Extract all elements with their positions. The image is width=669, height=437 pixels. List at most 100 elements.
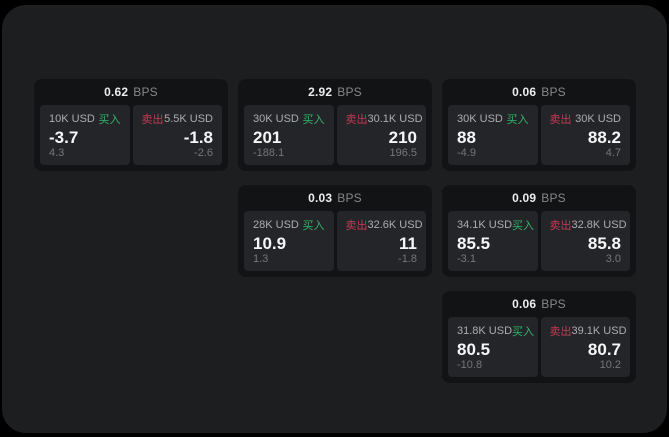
buy-quote-tile[interactable]: 31.8K USD 买入 80.5 -10.8 <box>448 317 538 377</box>
buy-tile-header: 30K USD 买入 <box>253 111 325 127</box>
buy-tile-header: 10K USD 买入 <box>49 111 121 127</box>
bps-value: 0.06 <box>512 85 537 99</box>
buy-size-label: 30K USD <box>457 113 503 125</box>
sell-delta-value: -2.6 <box>194 147 213 159</box>
card-header: 0.03 BPS <box>238 185 432 211</box>
sell-size-label: 30K USD <box>575 113 621 125</box>
sell-quote-tile[interactable]: 卖出 5.5K USD -1.8 -2.6 <box>132 105 222 165</box>
card-body: 34.1K USD 买入 85.5 -3.1 卖出 32.8K USD 85.8… <box>442 211 636 277</box>
sell-side-tag: 卖出 <box>549 326 572 338</box>
bps-value: 2.92 <box>308 85 333 99</box>
buy-side-tag: 买入 <box>512 326 535 338</box>
sell-price-value: -1.8 <box>183 128 213 147</box>
sell-size-label: 30.1K USD <box>367 113 423 125</box>
bps-unit-label: BPS <box>541 191 566 205</box>
buy-delta-value: -10.8 <box>457 359 483 371</box>
buy-delta-value: 4.3 <box>49 147 65 159</box>
bps-value: 0.09 <box>512 191 537 205</box>
sell-size-label: 39.1K USD <box>571 325 627 337</box>
sell-quote-tile[interactable]: 卖出 32.8K USD 85.8 3.0 <box>540 211 630 271</box>
sell-size-label: 32.8K USD <box>571 219 627 231</box>
sell-size-label: 5.5K USD <box>164 113 213 125</box>
sell-side-tag: 卖出 <box>549 114 572 126</box>
buy-quote-tile[interactable]: 28K USD 买入 10.9 1.3 <box>244 211 334 271</box>
bps-value: 0.62 <box>104 85 129 99</box>
sell-quote-tile[interactable]: 卖出 30K USD 88.2 4.7 <box>540 105 630 165</box>
buy-price-value: 201 <box>253 128 282 147</box>
buy-price-value: -3.7 <box>49 128 79 147</box>
bps-unit-label: BPS <box>541 85 566 99</box>
spread-card: 0.06 BPS 31.8K USD 买入 80.5 -10.8 卖出 39.1… <box>442 291 636 383</box>
buy-quote-tile[interactable]: 30K USD 买入 201 -188.1 <box>244 105 334 165</box>
sell-tile-header: 卖出 32.8K USD <box>549 217 627 233</box>
card-header: 0.06 BPS <box>442 291 636 317</box>
sell-price-value: 88.2 <box>587 128 621 147</box>
buy-delta-value: -4.9 <box>457 147 476 159</box>
buy-delta-value: 1.3 <box>253 253 269 265</box>
card-header: 2.92 BPS <box>238 79 432 105</box>
sell-price-value: 210 <box>388 128 417 147</box>
spread-card: 0.03 BPS 28K USD 买入 10.9 1.3 卖出 32.6K US… <box>238 185 432 277</box>
sell-quote-tile[interactable]: 卖出 30.1K USD 210 196.5 <box>336 105 426 165</box>
card-header: 0.06 BPS <box>442 79 636 105</box>
sell-side-tag: 卖出 <box>345 220 368 232</box>
sell-price-value: 85.8 <box>587 234 621 253</box>
buy-tile-header: 34.1K USD 买入 <box>457 217 534 233</box>
buy-side-tag: 买入 <box>506 114 529 126</box>
sell-delta-value: 3.0 <box>605 253 621 265</box>
buy-quote-tile[interactable]: 10K USD 买入 -3.7 4.3 <box>40 105 130 165</box>
sell-tile-header: 卖出 39.1K USD <box>549 323 627 339</box>
bps-unit-label: BPS <box>337 85 362 99</box>
card-body: 30K USD 买入 88 -4.9 卖出 30K USD 88.2 4.7 <box>442 105 636 171</box>
buy-quote-tile[interactable]: 34.1K USD 买入 85.5 -3.1 <box>448 211 538 271</box>
card-header: 0.62 BPS <box>34 79 228 105</box>
sell-quote-tile[interactable]: 卖出 32.6K USD 11 -1.8 <box>336 211 426 271</box>
buy-tile-header: 30K USD 买入 <box>457 111 529 127</box>
buy-tile-header: 28K USD 买入 <box>253 217 325 233</box>
spread-card: 0.06 BPS 30K USD 买入 88 -4.9 卖出 30K USD 8… <box>442 79 636 171</box>
spread-card: 0.62 BPS 10K USD 买入 -3.7 4.3 卖出 5.5K USD… <box>34 79 228 171</box>
buy-price-value: 10.9 <box>253 234 287 253</box>
buy-price-value: 85.5 <box>457 234 491 253</box>
buy-size-label: 28K USD <box>253 219 299 231</box>
buy-delta-value: -188.1 <box>253 147 285 159</box>
bps-unit-label: BPS <box>541 297 566 311</box>
quote-cards-grid: 0.62 BPS 10K USD 买入 -3.7 4.3 卖出 5.5K USD… <box>34 79 636 383</box>
buy-size-label: 30K USD <box>253 113 299 125</box>
spread-card: 0.09 BPS 34.1K USD 买入 85.5 -3.1 卖出 32.8K… <box>442 185 636 277</box>
buy-side-tag: 买入 <box>512 220 535 232</box>
sell-delta-value: 4.7 <box>605 147 621 159</box>
sell-size-label: 32.6K USD <box>367 219 423 231</box>
sell-side-tag: 卖出 <box>345 114 368 126</box>
sell-tile-header: 卖出 32.6K USD <box>345 217 423 233</box>
bps-unit-label: BPS <box>337 191 362 205</box>
buy-side-tag: 买入 <box>302 220 325 232</box>
buy-quote-tile[interactable]: 30K USD 买入 88 -4.9 <box>448 105 538 165</box>
bps-value: 0.03 <box>308 191 333 205</box>
buy-side-tag: 买入 <box>302 114 325 126</box>
bps-unit-label: BPS <box>133 85 158 99</box>
buy-price-value: 80.5 <box>457 340 491 359</box>
sell-side-tag: 卖出 <box>549 220 572 232</box>
bps-value: 0.06 <box>512 297 537 311</box>
card-body: 31.8K USD 买入 80.5 -10.8 卖出 39.1K USD 80.… <box>442 317 636 383</box>
sell-delta-value: -1.8 <box>398 253 417 265</box>
buy-size-label: 10K USD <box>49 113 95 125</box>
buy-tile-header: 31.8K USD 买入 <box>457 323 534 339</box>
card-header: 0.09 BPS <box>442 185 636 211</box>
sell-delta-value: 196.5 <box>389 147 417 159</box>
sell-tile-header: 卖出 5.5K USD <box>142 111 214 127</box>
sell-delta-value: 10.2 <box>599 359 621 371</box>
sell-side-tag: 卖出 <box>141 114 164 126</box>
sell-tile-header: 卖出 30.1K USD <box>345 111 423 127</box>
buy-delta-value: -3.1 <box>457 253 476 265</box>
sell-price-value: 80.7 <box>587 340 621 359</box>
sell-price-value: 11 <box>399 234 417 253</box>
buy-side-tag: 买入 <box>98 114 121 126</box>
card-body: 10K USD 买入 -3.7 4.3 卖出 5.5K USD -1.8 -2.… <box>34 105 228 171</box>
buy-price-value: 88 <box>457 128 476 147</box>
sell-quote-tile[interactable]: 卖出 39.1K USD 80.7 10.2 <box>540 317 630 377</box>
sell-tile-header: 卖出 30K USD <box>550 111 622 127</box>
buy-size-label: 34.1K USD <box>457 219 513 231</box>
buy-size-label: 31.8K USD <box>457 325 513 337</box>
